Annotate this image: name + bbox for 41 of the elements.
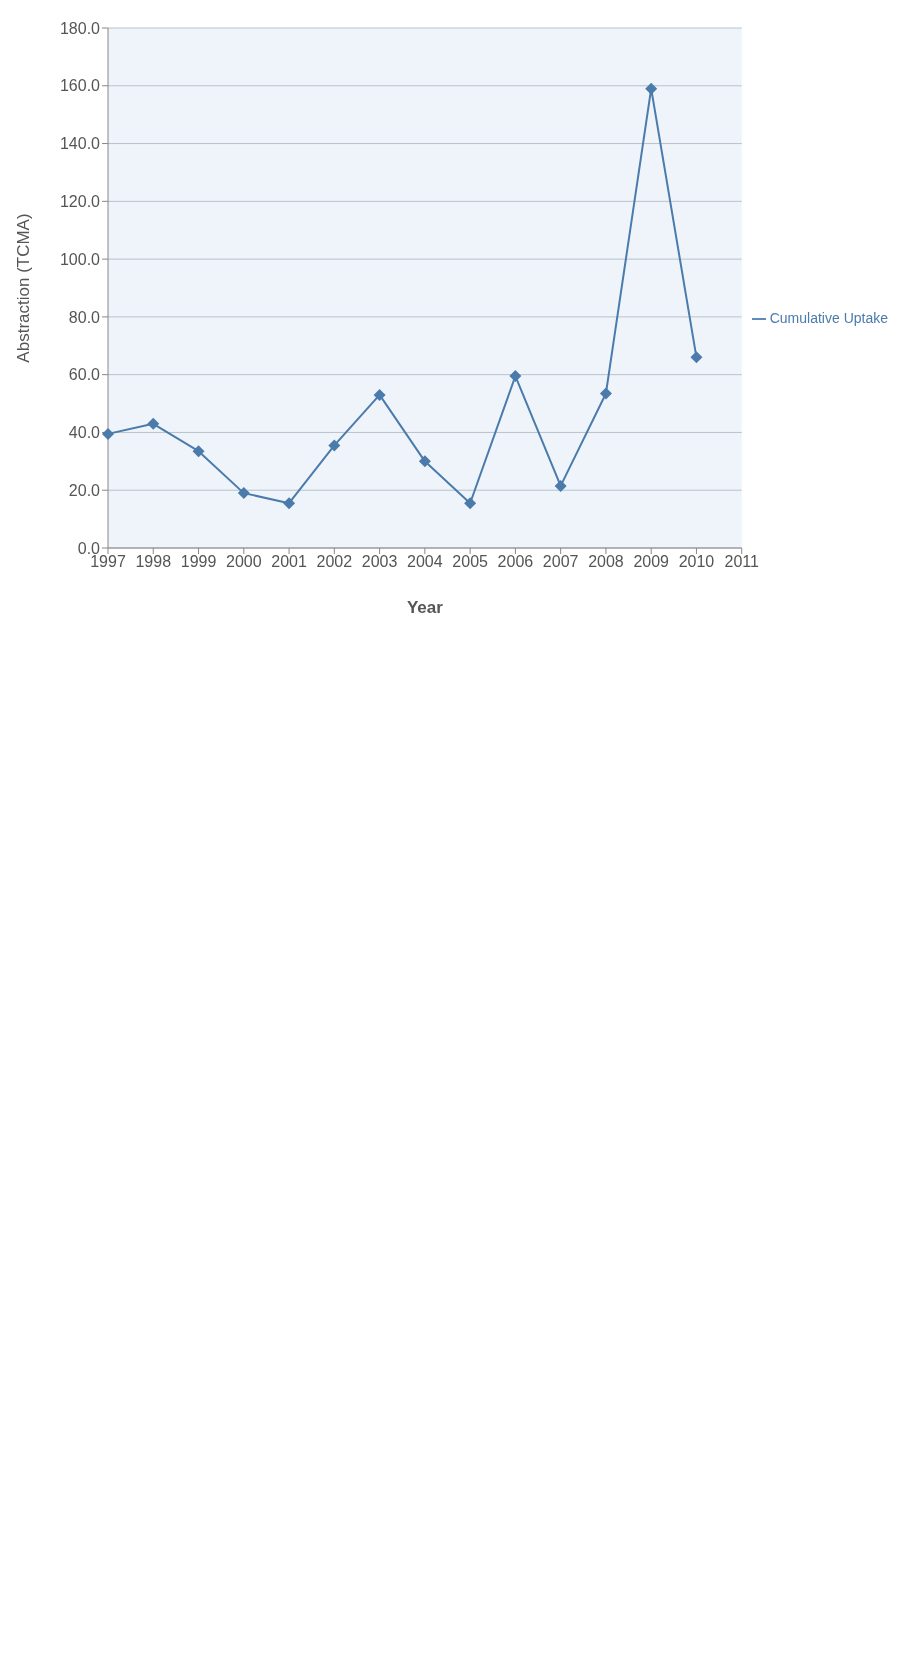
y-tick-label: 20.0 xyxy=(68,481,101,499)
x-tick-label: 1997 xyxy=(90,553,126,571)
x-tick-label: 2003 xyxy=(361,553,398,571)
x-axis-title: Year xyxy=(406,598,444,617)
x-tick-label: 1999 xyxy=(180,553,217,571)
point xyxy=(328,439,341,452)
point xyxy=(554,479,567,492)
x-tick-label: 2008 xyxy=(588,553,624,571)
point xyxy=(147,417,160,430)
x-tick-label: 2005 xyxy=(452,553,489,571)
y-tick-label: 120.0 xyxy=(59,193,101,211)
y-tick-label: 40.0 xyxy=(68,424,101,442)
y-tick-label: 160.0 xyxy=(59,77,101,95)
x-tick-label: 2002 xyxy=(316,553,353,571)
point xyxy=(418,455,431,468)
point xyxy=(690,351,703,364)
x-tick-label: 2007 xyxy=(542,553,579,571)
point xyxy=(645,82,658,95)
y-tick-label: 140.0 xyxy=(59,135,101,153)
x-tick-label: 1998 xyxy=(135,553,172,571)
x-tick-label: 2000 xyxy=(226,553,262,571)
x-tick-label: 2006 xyxy=(497,553,534,571)
point xyxy=(599,387,612,400)
x-tick-label: 2004 xyxy=(407,553,443,571)
point xyxy=(102,427,114,440)
point xyxy=(192,445,205,458)
x-tick-label: 2011 xyxy=(724,553,760,571)
point xyxy=(373,388,386,401)
x-tick-label: 2001 xyxy=(271,553,307,571)
y-tick-label: 100.0 xyxy=(59,250,101,268)
legend-label: Cumulative Uptake xyxy=(769,309,888,326)
y-axis-title: Abstraction (TCMA) xyxy=(14,213,34,363)
x-tick-label: 2010 xyxy=(678,553,715,571)
point xyxy=(283,497,296,510)
point xyxy=(237,487,250,500)
x-tick-label: 2009 xyxy=(633,553,670,571)
y-tick-label: 180.0 xyxy=(59,19,101,37)
point xyxy=(464,497,477,510)
point xyxy=(509,370,522,383)
y-tick-label: 80.0 xyxy=(68,308,101,326)
y-tick-label: 60.0 xyxy=(68,366,101,384)
